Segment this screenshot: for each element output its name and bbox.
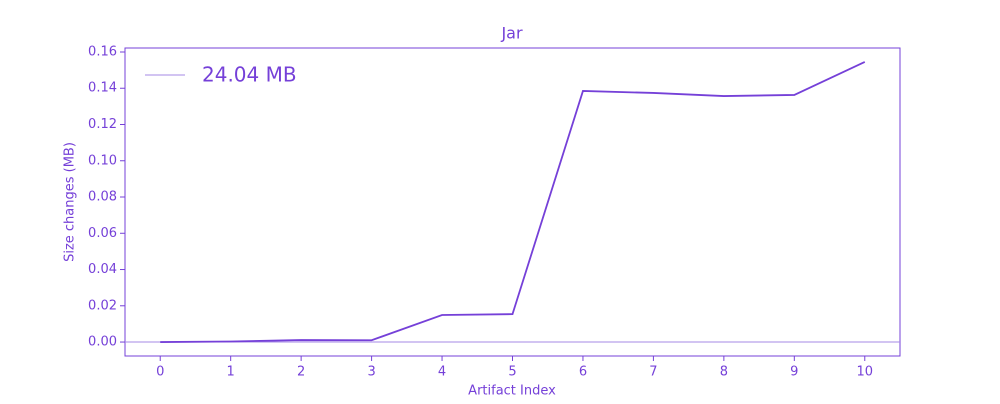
x-tick-label: 5 bbox=[508, 365, 516, 380]
plot-frame bbox=[124, 47, 901, 357]
y-tick-label: 0.08 bbox=[88, 190, 117, 205]
y-tick-label: 0.02 bbox=[88, 298, 117, 313]
x-tick-label: 1 bbox=[227, 365, 235, 380]
x-tick-label: 4 bbox=[438, 365, 446, 380]
x-tick-label: 10 bbox=[856, 365, 873, 380]
x-tick-label: 8 bbox=[720, 365, 728, 380]
y-tick-label: 0.06 bbox=[88, 226, 117, 241]
y-tick-label: 0.12 bbox=[88, 117, 117, 132]
y-tick-label: 0.04 bbox=[88, 262, 117, 277]
y-tick-label: 0.00 bbox=[88, 335, 117, 350]
data-line bbox=[160, 61, 866, 343]
x-tick-label: 2 bbox=[297, 365, 305, 380]
x-tick-label: 7 bbox=[649, 365, 657, 380]
x-tick-label: 0 bbox=[156, 365, 164, 380]
x-axis-label: Artifact Index bbox=[468, 384, 556, 399]
y-axis-label: Size changes (MB) bbox=[63, 142, 78, 262]
x-tick-label: 3 bbox=[367, 365, 375, 380]
y-tick-label: 0.10 bbox=[88, 153, 117, 168]
x-tick-label: 6 bbox=[579, 365, 587, 380]
legend-label: 24.04 MB bbox=[202, 63, 297, 87]
y-tick-label: 0.14 bbox=[88, 81, 117, 96]
y-tick-label: 0.16 bbox=[88, 44, 117, 59]
x-tick-label: 9 bbox=[790, 365, 798, 380]
chart-title: Jar bbox=[500, 24, 523, 43]
